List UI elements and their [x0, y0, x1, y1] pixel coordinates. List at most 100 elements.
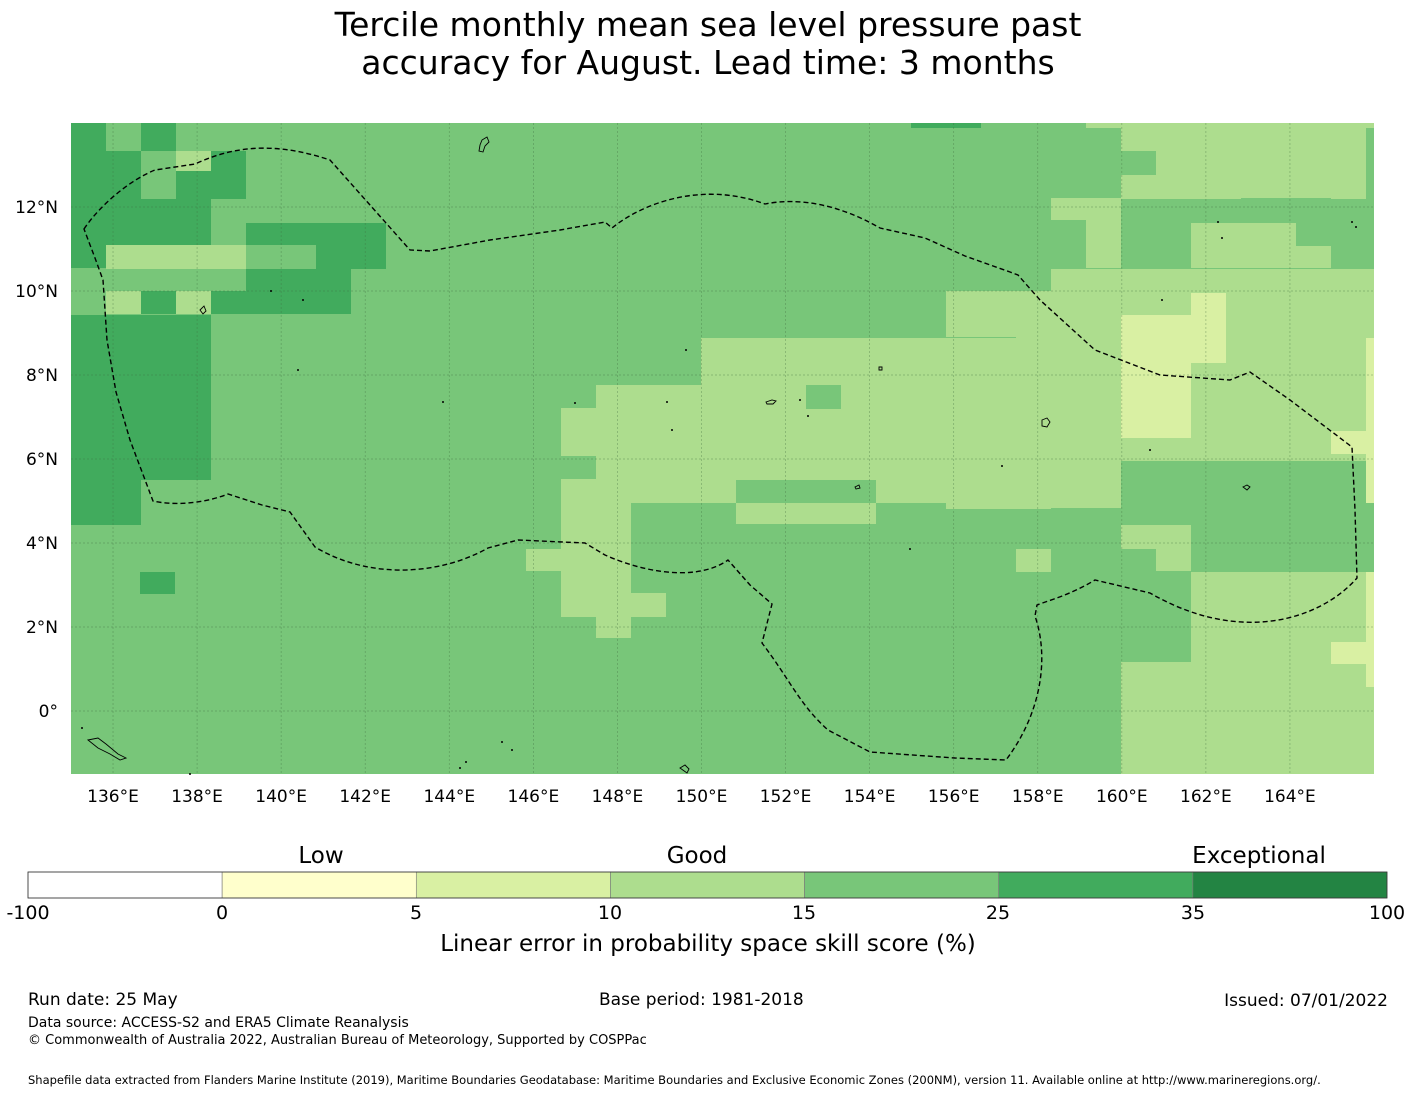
chart-title: Tercile monthly mean sea level pressure …: [0, 6, 1416, 82]
island-outline: [679, 764, 690, 774]
skill-cell: [1331, 431, 1366, 454]
skill-cell: [316, 245, 386, 269]
lat-tick-label: 4°N: [26, 534, 58, 554]
run-date: Run date: 25 May: [28, 990, 178, 1010]
skill-cell: [1331, 151, 1366, 199]
islet: [501, 741, 503, 743]
lon-tick-label: 156°E: [928, 787, 980, 807]
skill-cell: [1191, 293, 1226, 363]
colorbar-tick: 100: [1368, 902, 1406, 924]
lon-tick-label: 150°E: [676, 787, 728, 807]
skill-cell: [561, 479, 631, 572]
colorbar-segment: [27, 871, 223, 899]
lat-tick-label: 12°N: [15, 198, 58, 218]
skill-cell: [736, 503, 876, 524]
lon-tick-label: 142°E: [339, 787, 391, 807]
islet: [442, 401, 444, 403]
skill-cell: [1086, 549, 1121, 572]
skill-cell: [1156, 338, 1191, 431]
skill-cell: [561, 456, 596, 479]
colorbar-segment: [804, 871, 1000, 899]
skill-cell: [1121, 176, 1241, 199]
island-outline: [1242, 484, 1251, 491]
colorbar-label-exceptional: Exceptional: [1192, 843, 1326, 869]
islet: [671, 429, 673, 431]
skill-cell: [141, 151, 176, 201]
skill-cell: [1086, 662, 1121, 725]
lat-tick-label: 10°N: [15, 282, 58, 302]
lon-tick-label: 140°E: [255, 787, 307, 807]
skill-cell: [1226, 549, 1261, 571]
islet: [666, 401, 668, 403]
skill-cell: [141, 291, 176, 314]
islet: [807, 415, 809, 417]
shapefile-credit: Shapefile data extracted from Flanders M…: [28, 1073, 1321, 1087]
skill-cell: [1156, 525, 1191, 549]
lon-tick-label: 138°E: [171, 787, 223, 807]
skill-cell: [1016, 291, 1121, 315]
colorbar-tick: 35: [1180, 902, 1206, 924]
skill-cell: [1366, 223, 1374, 245]
islet: [799, 399, 801, 401]
colorbar-tick: 10: [597, 902, 623, 924]
lon-tick-label: 158°E: [1012, 787, 1064, 807]
lat-tick-label: 0°: [39, 702, 58, 722]
skill-cell: [1261, 128, 1296, 198]
skill-cell: [1121, 662, 1156, 774]
eez-boundary: [83, 147, 1358, 761]
skill-cell: [176, 385, 211, 433]
skill-cell: [1121, 525, 1156, 549]
gridlines: [71, 123, 1374, 774]
skill-cell: [1051, 269, 1121, 291]
data-source: Data source: ACCESS-S2 and ERA5 Climate …: [28, 1015, 409, 1031]
skill-cell: [211, 291, 246, 314]
skill-cell: [246, 223, 386, 245]
chart-title-line1: Tercile monthly mean sea level pressure …: [334, 5, 1082, 44]
lon-tick-label: 160°E: [1096, 787, 1148, 807]
colorbar-title: Linear error in probability space skill …: [440, 931, 976, 957]
lon-tick-label: 164°E: [1264, 787, 1316, 807]
islet: [1355, 226, 1357, 228]
colorbar-segment: [1192, 871, 1388, 899]
skill-grid: [71, 123, 1374, 774]
skill-cell: [246, 269, 351, 314]
colorbar-border: [27, 871, 1388, 899]
skill-cell: [1016, 549, 1051, 572]
skill-cell: [1331, 642, 1366, 664]
skill-cell: [1121, 151, 1156, 175]
island-outline: [86, 737, 128, 761]
skill-cell: [176, 171, 246, 199]
colorbar: [27, 871, 1388, 899]
skill-cell: [106, 291, 141, 314]
colorbar-tick: 5: [409, 902, 423, 924]
islet: [685, 349, 687, 351]
skill-cell: [1086, 572, 1156, 662]
longitude-labels: 136°E 138°E 140°E 142°E 144°E 146°E 148°E 150°E…: [87, 787, 1316, 807]
skill-cell: [71, 385, 176, 433]
skill-cell: [1086, 128, 1121, 198]
skill-cell: [106, 338, 211, 384]
islet: [1001, 465, 1003, 467]
skill-cell: [106, 245, 246, 269]
skill-cell: [1051, 315, 1121, 338]
issued-date: Issued: 07/01/2022: [1224, 991, 1388, 1011]
islet: [574, 402, 576, 404]
skill-cell: [806, 385, 841, 409]
island-outline: [199, 305, 207, 315]
islet: [1221, 237, 1223, 239]
islet: [189, 773, 191, 775]
colorbar-tick: -100: [6, 902, 50, 924]
island-outline: [1041, 417, 1051, 428]
islet: [1351, 221, 1353, 223]
skill-cell: [106, 123, 141, 151]
skill-cell: [1366, 572, 1374, 687]
colorbar-label-low: Low: [298, 843, 344, 869]
lat-tick-label: 6°N: [26, 450, 58, 470]
colorbar-tick: 25: [985, 902, 1011, 924]
skill-cell: [71, 433, 211, 480]
colorbar-label-good: Good: [666, 843, 728, 869]
skill-cell: [1086, 198, 1121, 268]
skill-cell: [1121, 549, 1156, 571]
skill-cell: [526, 549, 561, 571]
